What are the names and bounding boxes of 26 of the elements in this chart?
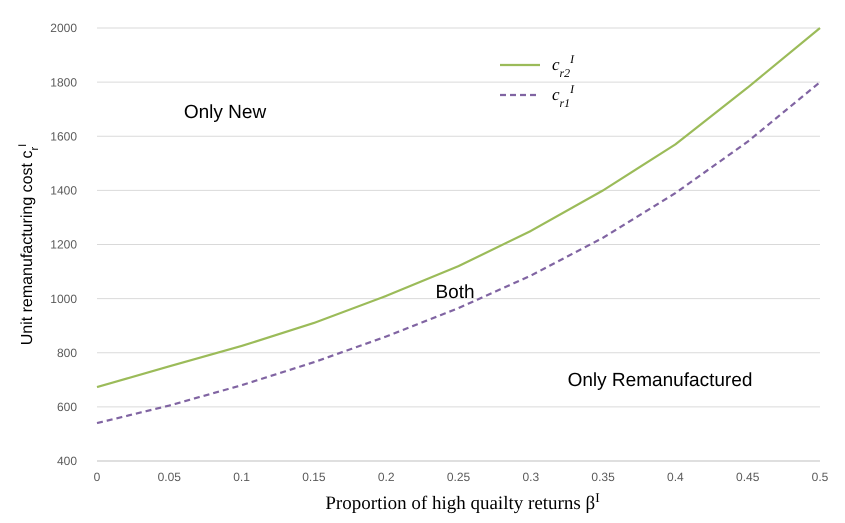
y-tick-label: 1400 (50, 184, 78, 198)
x-tick-label: 0.25 (446, 470, 470, 484)
x-tick-label: 0.45 (736, 470, 760, 484)
x-tick-label: 0.5 (812, 470, 829, 484)
x-tick-label: 0.15 (302, 470, 326, 484)
x-tick-label: 0.1 (233, 470, 250, 484)
x-tick-label: 0.05 (158, 470, 182, 484)
y-tick-label: 800 (56, 346, 78, 360)
x-tick-label: 0.3 (522, 470, 540, 484)
annotation: Only Remanufactured (568, 370, 752, 391)
x-tick-label: 0 (94, 470, 101, 484)
y-tick-label: 2000 (50, 21, 78, 36)
x-tick-label: 0.4 (667, 470, 684, 484)
annotation: Only New (184, 102, 266, 123)
x-tick-label: 0.35 (591, 470, 616, 484)
y-tick-label: 1000 (50, 292, 78, 306)
x-tick-label: 0.2 (378, 470, 395, 484)
y-tick-label: 1600 (50, 129, 78, 144)
y-tick-label: 1800 (50, 75, 78, 90)
line-series (96, 26, 822, 388)
annotation: Both (435, 282, 475, 303)
x-axis-title: Proportion of high quailty returns β$^{I}$ (325, 490, 600, 514)
y-tick-label: 1200 (50, 238, 78, 252)
y-tick-label: 600 (56, 400, 78, 414)
y-tick-label: 400 (56, 454, 78, 468)
line-series (96, 81, 822, 424)
